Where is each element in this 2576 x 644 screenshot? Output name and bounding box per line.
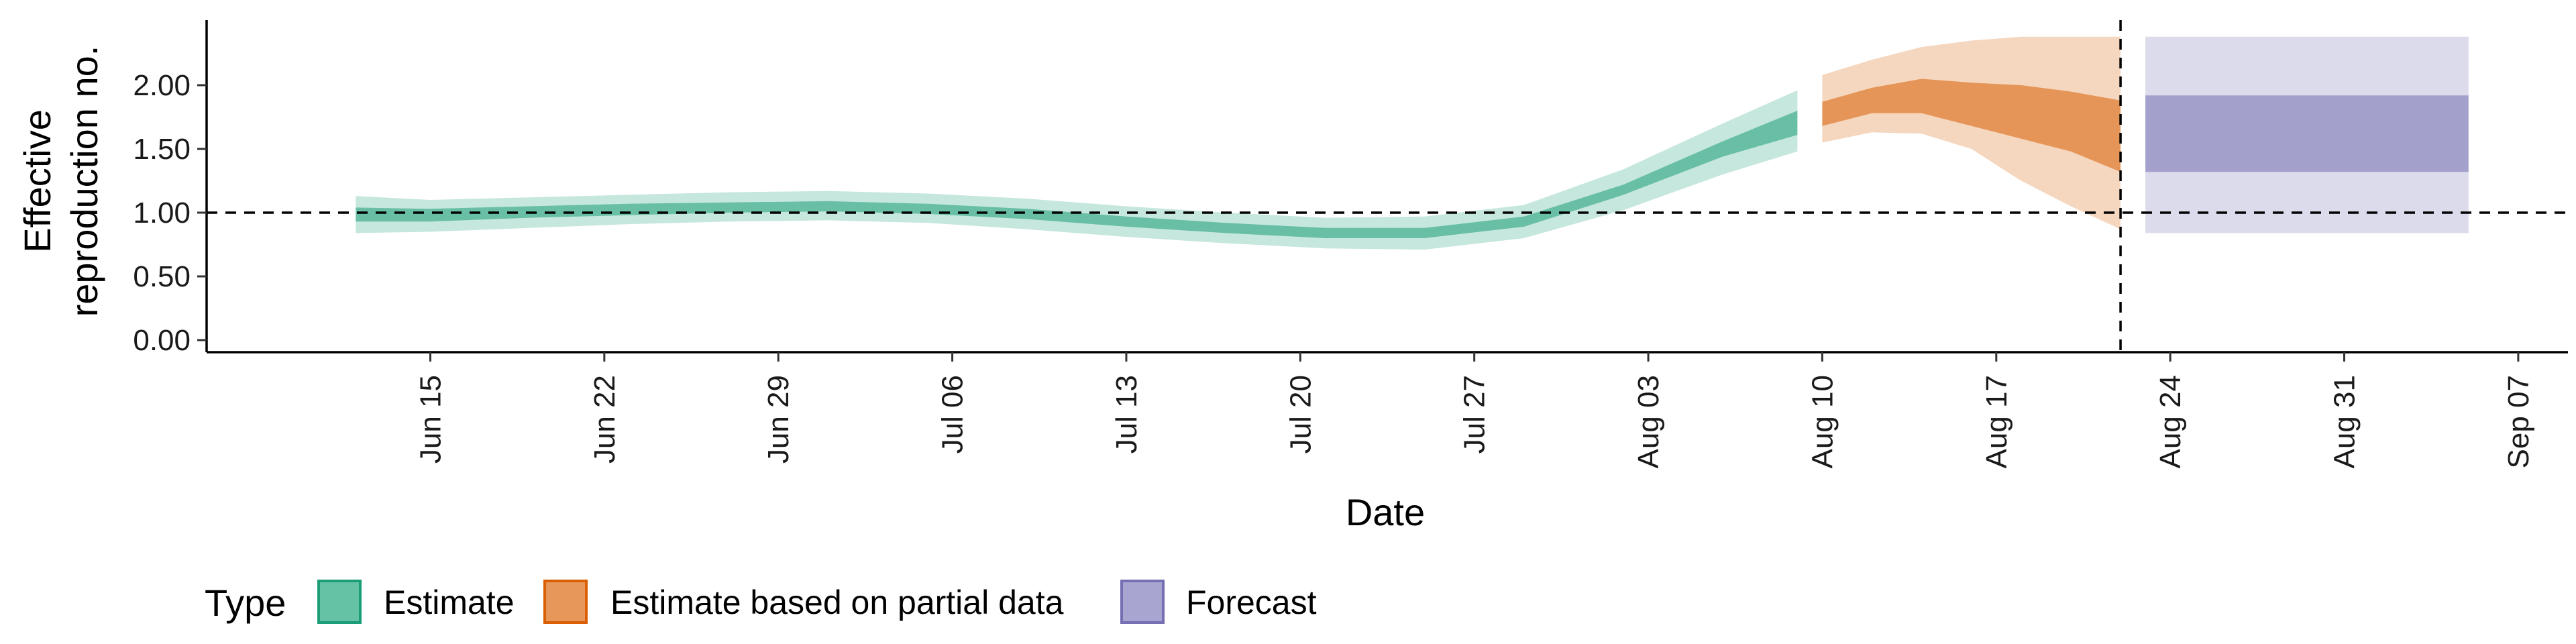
x-tick-label: Jul 27 xyxy=(1458,375,1491,453)
legend-label-forecast: Forecast xyxy=(1186,584,1317,621)
forecast-50-interval xyxy=(2145,95,2469,172)
x-tick-label: Jul 13 xyxy=(1110,375,1143,453)
x-tick-label: Jul 20 xyxy=(1284,375,1317,453)
x-axis-title: Date xyxy=(1346,491,1425,533)
x-tick-label: Aug 03 xyxy=(1632,375,1665,468)
x-tick-label: Jun 22 xyxy=(588,375,621,464)
x-tick-label: Jul 06 xyxy=(936,375,969,453)
legend-swatch-forecast xyxy=(1120,580,1165,624)
legend-swatch-partial xyxy=(543,580,588,624)
legend-label-partial: Estimate based on partial data xyxy=(610,584,1064,621)
y-axis-title: Effective reproduction no. xyxy=(16,46,105,317)
y-tick-label: 0.50 xyxy=(133,260,191,293)
y-tick-label: 0.00 xyxy=(133,324,191,357)
x-tick-label: Aug 17 xyxy=(1980,375,2013,468)
legend-title: Type xyxy=(205,582,286,624)
axis-ticks: 0.00 0.50 1.00 1.50 2.00 Jun 15 Jun 22 Jun 29 Ju… xyxy=(133,69,2535,468)
axes xyxy=(205,20,2568,354)
y-tick-label: 1.50 xyxy=(133,133,191,166)
y-tick-label: 2.00 xyxy=(133,69,191,102)
y-axis-title-line-2: reproduction no. xyxy=(63,46,105,317)
estimate-50-interval xyxy=(356,111,1798,238)
legend: Type Estimate Estimate based on partial … xyxy=(205,580,1317,624)
x-tick-label: Sep 07 xyxy=(2502,375,2535,468)
y-tick-label: 1.00 xyxy=(133,197,191,229)
x-tick-label: Aug 10 xyxy=(1806,375,1839,468)
y-axis-title-line-1: Effective xyxy=(16,109,58,253)
x-tick-label: Aug 24 xyxy=(2154,375,2187,468)
estimate-based-on-partial-data-50-interval xyxy=(1822,78,2121,172)
estimate-90-interval xyxy=(356,90,1798,250)
x-tick-label: Jun 15 xyxy=(414,375,447,464)
x-tick-label: Aug 31 xyxy=(2328,375,2361,468)
x-tick-label: Jun 29 xyxy=(762,375,795,464)
legend-swatch-estimate xyxy=(317,580,362,624)
legend-label-estimate: Estimate xyxy=(384,584,515,621)
credible-interval-bands xyxy=(356,36,2469,250)
